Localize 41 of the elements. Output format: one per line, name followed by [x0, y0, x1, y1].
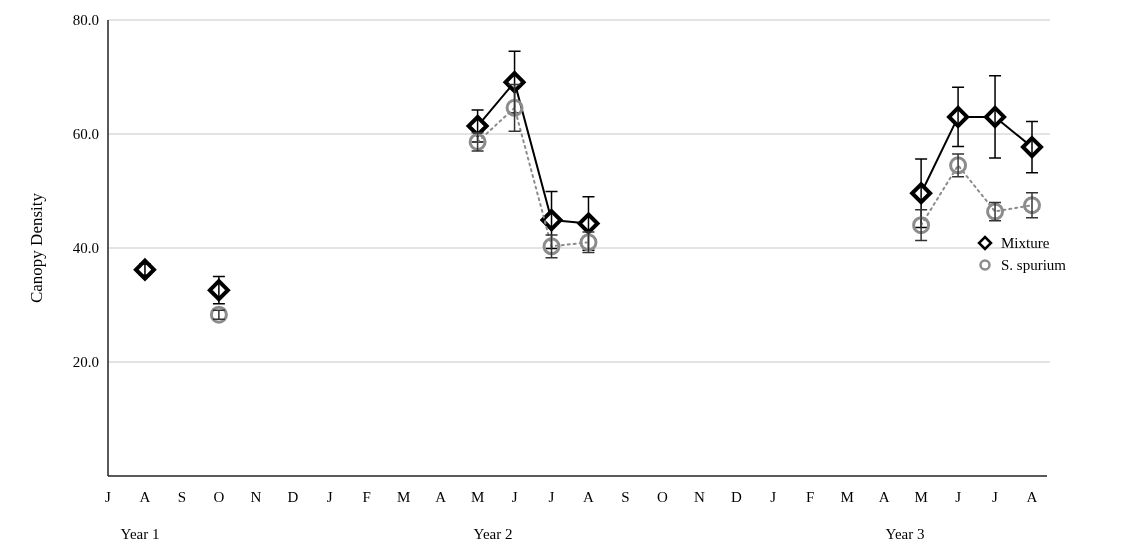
- x-tick-label: F: [806, 489, 815, 505]
- x-tick-label: J: [105, 489, 112, 505]
- x-tick-label: A: [139, 489, 151, 505]
- x-tick-label: D: [287, 489, 299, 505]
- legend-label: Mixture: [1001, 235, 1050, 252]
- x-tick-label: M: [470, 489, 485, 505]
- text: Year 1: [120, 526, 160, 542]
- point: [1023, 196, 1041, 215]
- point: [209, 305, 228, 324]
- x-tick-label: A: [583, 489, 595, 505]
- y-tick-label: 80.0: [72, 12, 99, 29]
- x-tick-label: S: [177, 489, 187, 505]
- x-tick-label: O: [656, 489, 668, 505]
- x-tick-label: A: [1026, 489, 1038, 505]
- point: [912, 216, 931, 235]
- x-tick-label: J: [548, 489, 555, 505]
- x-tick-label: J: [511, 489, 518, 505]
- x-tick-label: J: [955, 489, 962, 505]
- x-tick-label: J: [326, 489, 333, 505]
- x-tick-label: D: [730, 489, 742, 505]
- text: Year 2: [473, 526, 513, 542]
- x-tick-label: O: [213, 489, 225, 505]
- x-tick-label: J: [770, 489, 777, 505]
- y-axis-title: Canopy Density: [27, 192, 46, 304]
- text: Year 3: [885, 526, 925, 542]
- x-tick-label: F: [362, 489, 371, 505]
- point: [133, 258, 156, 281]
- legend-label: S. spurium: [1001, 257, 1067, 274]
- x-tick-label: S: [621, 489, 630, 505]
- x-tick-label: M: [397, 489, 411, 505]
- y-tick-label: 20.0: [72, 354, 99, 371]
- point: [505, 98, 524, 117]
- y-tick-label: 60.0: [72, 126, 99, 143]
- x-tick-label: M: [914, 489, 928, 505]
- x-tick-label: A: [878, 489, 890, 505]
- x-tick-label: N: [250, 489, 262, 505]
- x-tick-label: J: [992, 489, 999, 505]
- x-tick-label: A: [435, 489, 447, 505]
- y-tick-label: 40.0: [72, 240, 99, 257]
- x-tick-label: N: [693, 489, 705, 505]
- x-tick-label: M: [840, 489, 854, 505]
